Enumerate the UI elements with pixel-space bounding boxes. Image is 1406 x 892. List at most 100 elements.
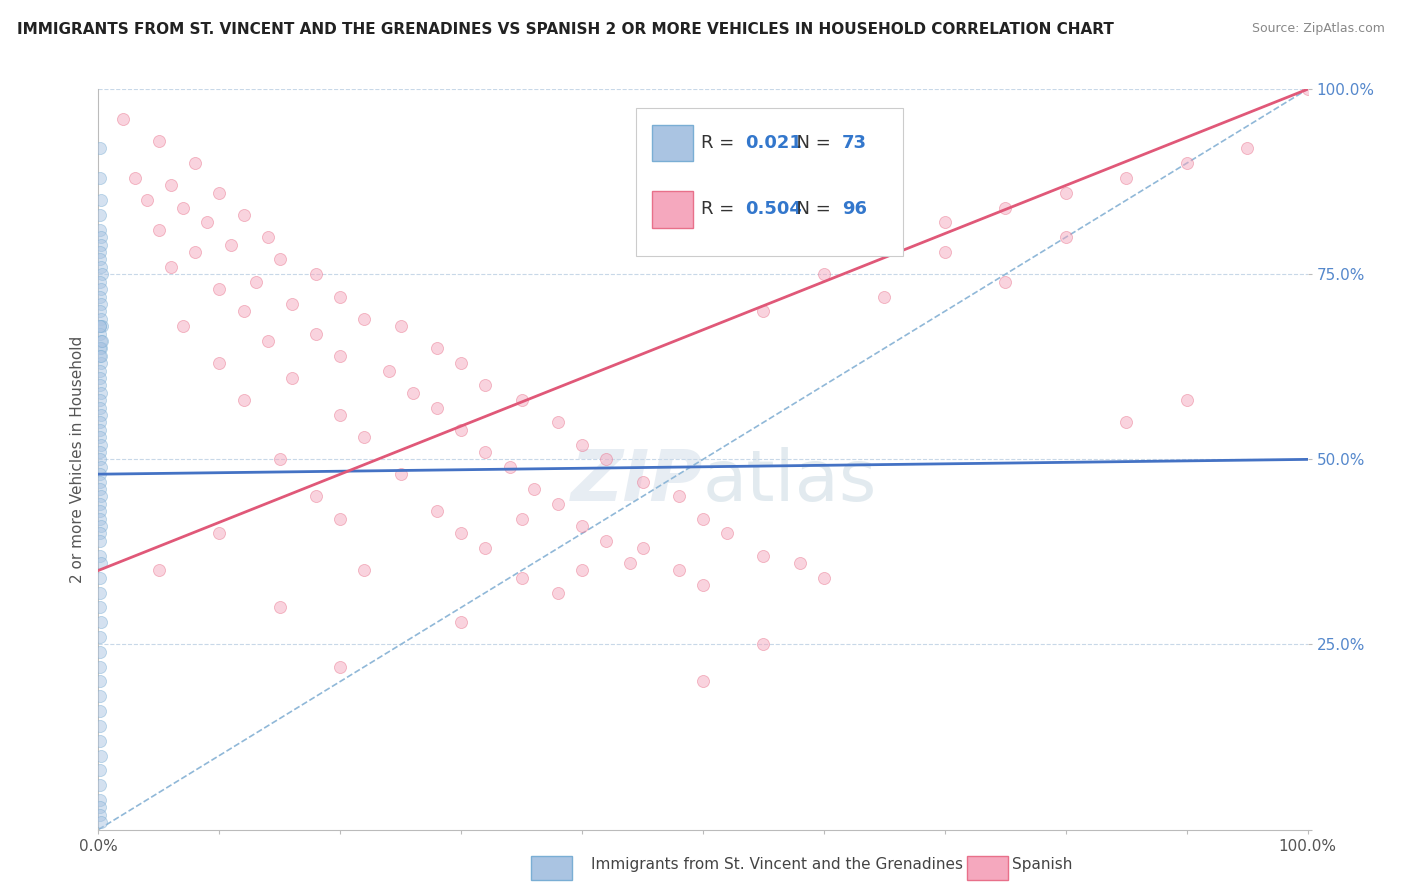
Point (450, 356, 472, 370)
Point (377, 363, 399, 377)
Point (90, 349, 112, 363)
Point (934, 215, 956, 229)
Point (813, 268, 835, 282)
Point (89, 378, 111, 392)
Point (172, 201, 194, 215)
Point (510, 571, 533, 585)
Point (232, 208, 254, 222)
Point (90, 230, 112, 244)
Point (353, 430, 375, 444)
Point (256, 334, 278, 348)
Point (90, 385, 112, 400)
Point (994, 201, 1017, 215)
Point (269, 252, 291, 267)
Point (91, 319, 114, 334)
Point (402, 385, 425, 400)
Point (450, 526, 472, 541)
Point (90, 260, 112, 274)
Point (474, 541, 496, 556)
Point (631, 475, 654, 489)
Point (89, 341, 111, 355)
Point (232, 304, 254, 318)
Point (329, 511, 352, 525)
Point (89, 497, 111, 511)
Text: 96: 96 (842, 200, 868, 219)
Point (89, 275, 111, 289)
Point (111, 112, 134, 126)
Point (571, 437, 593, 451)
Point (353, 311, 375, 326)
Point (232, 393, 254, 408)
Point (90, 237, 112, 252)
Point (90, 615, 112, 630)
FancyBboxPatch shape (637, 108, 903, 256)
Point (1054, 186, 1077, 200)
Point (510, 511, 533, 525)
Point (90, 282, 112, 296)
Point (184, 156, 207, 170)
Point (595, 533, 617, 548)
Point (329, 408, 352, 422)
Point (195, 215, 218, 229)
Point (1236, 141, 1258, 155)
Text: Immigrants from St. Vincent and the Grenadines: Immigrants from St. Vincent and the Gren… (591, 857, 963, 872)
Y-axis label: 2 or more Vehicles in Household: 2 or more Vehicles in Household (69, 335, 84, 583)
Point (89, 393, 111, 408)
Point (1175, 393, 1198, 408)
Point (692, 578, 714, 592)
Point (90, 459, 112, 474)
Point (873, 230, 896, 244)
Point (89, 526, 111, 541)
Point (426, 401, 449, 415)
Point (89, 252, 111, 267)
Point (934, 245, 956, 260)
Text: IMMIGRANTS FROM ST. VINCENT AND THE GRENADINES VS SPANISH 2 OR MORE VEHICLES IN : IMMIGRANTS FROM ST. VINCENT AND THE GREN… (17, 22, 1114, 37)
Point (89, 326, 111, 341)
Point (450, 615, 472, 630)
Point (716, 526, 738, 541)
Point (89, 807, 111, 822)
Point (90, 311, 112, 326)
Point (813, 571, 835, 585)
Point (89, 482, 111, 496)
Text: atlas: atlas (703, 447, 877, 516)
Point (595, 452, 617, 467)
Point (89, 445, 111, 459)
Point (89, 475, 111, 489)
Point (89, 401, 111, 415)
Point (89, 452, 111, 467)
Point (89, 171, 111, 186)
Point (692, 674, 714, 689)
Point (245, 275, 267, 289)
Point (91, 268, 114, 282)
Point (89, 571, 111, 585)
Point (90, 193, 112, 207)
Text: 73: 73 (842, 134, 868, 152)
Point (90, 748, 112, 763)
Point (90, 815, 112, 830)
Point (547, 415, 569, 429)
Point (668, 564, 690, 578)
Point (269, 600, 291, 615)
Point (281, 371, 304, 385)
Text: R =: R = (700, 200, 740, 219)
Point (450, 423, 472, 437)
Point (752, 304, 775, 318)
Point (148, 134, 170, 148)
Point (90, 356, 112, 370)
Point (692, 511, 714, 525)
FancyBboxPatch shape (652, 192, 693, 227)
Point (1175, 156, 1198, 170)
Point (89, 585, 111, 599)
Point (208, 356, 231, 370)
FancyBboxPatch shape (652, 125, 693, 161)
Point (89, 208, 111, 222)
Point (389, 319, 412, 334)
Point (1115, 171, 1137, 186)
Point (498, 459, 520, 474)
Point (89, 690, 111, 704)
Point (89, 504, 111, 518)
Point (89, 423, 111, 437)
Point (89, 659, 111, 673)
Point (256, 230, 278, 244)
